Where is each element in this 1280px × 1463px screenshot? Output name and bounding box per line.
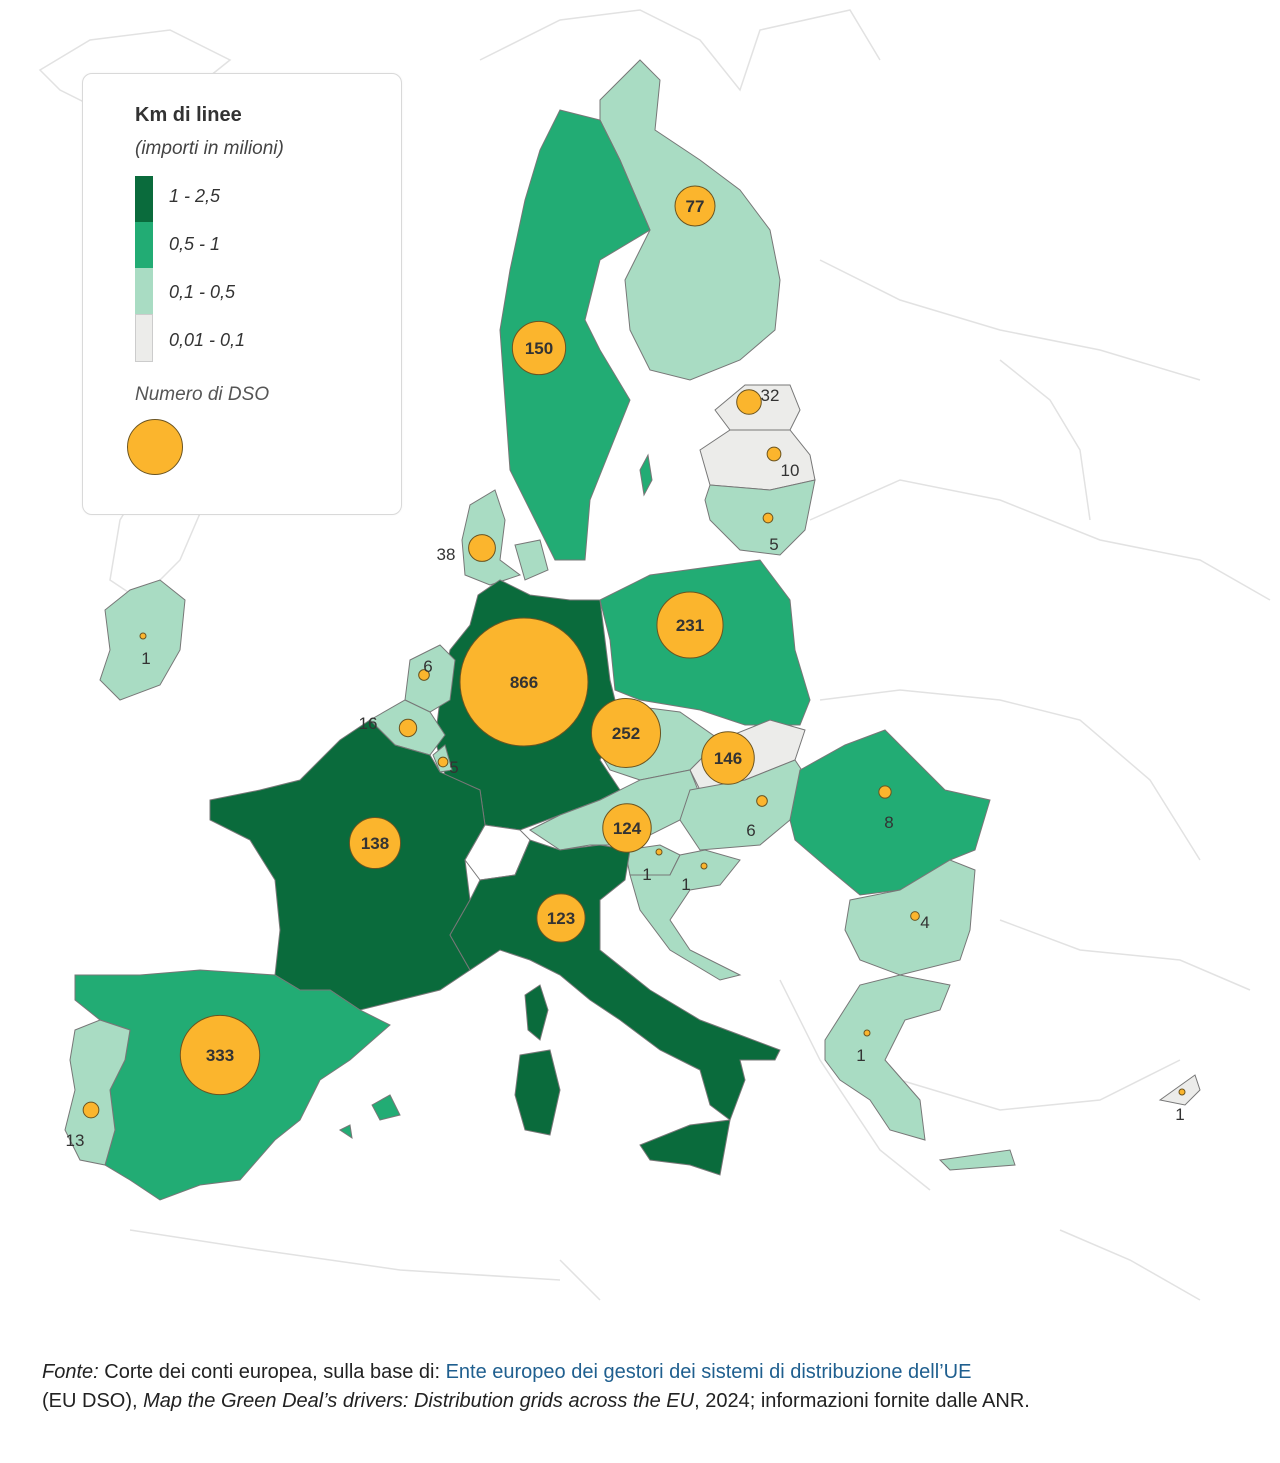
source-text-2: (EU DSO), [42,1390,144,1412]
dso-label-belgium: 16 [359,714,378,733]
dso-bubble-germany [459,617,589,747]
legend-label-1: 1 - 2,5 [169,186,221,206]
dso-label-lithuania: 5 [769,535,778,554]
dso-bubble-estonia [736,389,762,415]
dso-bubble-denmark [468,534,496,562]
legend-subtitle: (importi in milioni) [135,138,284,159]
dso-bubble-czechia [590,697,662,769]
legend-label-3: 0,1 - 0,5 [169,282,236,302]
dso-label-slovakia: 146 [714,749,742,768]
dso-bubble-austria [602,803,652,853]
dso-bubble-belgium [398,718,418,738]
legend-label-4: 0,01 - 0,1 [169,330,246,350]
country-sweden [499,109,651,561]
legend-dso-label: Numero di DSO [135,384,270,405]
dso-label-france: 138 [361,834,389,853]
legend-title: Km di linee [135,104,242,126]
dso-bubble-slovenia [655,848,663,856]
dso-bubble-finland [674,185,716,227]
dso-bubble-croatia [700,862,708,870]
island-gotland [639,453,653,497]
map-legend: Km di linee (importi in milioni) 1 - 2,5… [82,73,402,515]
island-balearic [371,1094,401,1121]
dso-bubble-netherlands [418,669,430,681]
dso-bubble-latvia [766,446,782,462]
dso-label-romania: 8 [884,813,893,832]
dso-bubble-poland [656,591,724,659]
dso-label-sweden: 150 [525,339,553,358]
source-title: Map the Green Deal’s drivers: Distributi… [143,1390,695,1412]
dso-bubble-ireland [139,632,147,640]
dso-bubble-greece [863,1029,871,1037]
island-crete [938,1149,1016,1171]
dso-label-spain: 333 [206,1046,234,1065]
dso-bubble-france [348,816,402,870]
dso-label-netherlands: 6 [423,657,432,676]
dso-label-luxembourg: 5 [449,758,458,777]
background-borders [38,9,1271,1301]
country-bulgaria [844,859,976,976]
dso-label-ireland: 1 [141,649,150,668]
legend-swatch-2 [135,222,153,268]
dso-bubble-lithuania [762,512,774,524]
dso-label-portugal: 13 [66,1131,85,1150]
country-latvia [699,429,816,491]
legend-bubble [127,419,183,475]
dso-label-poland: 231 [676,616,704,635]
dso-bubble-spain [179,1014,261,1096]
source-text-3: , 2024; informazioni fornite dalle ANR. [694,1390,1030,1412]
dso-label-slovenia: 1 [642,865,651,884]
country-ireland [99,579,186,701]
island-sicily [639,1119,731,1176]
source-link[interactable]: Ente europeo dei gestori dei sistemi di … [445,1361,972,1383]
dso-bubble-romania [878,785,892,799]
dso-label-austria: 124 [613,819,642,838]
country-shapes [64,59,1201,1201]
dso-label-cyprus: 1 [1175,1105,1184,1124]
legend-swatch-4 [135,314,153,362]
country-croatia [629,849,742,981]
island-zealand [514,539,549,581]
dso-label-estonia: 32 [761,386,780,405]
dso-bubble-bulgaria [910,911,920,921]
country-portugal [64,1019,131,1166]
island-sardinia [514,1049,561,1136]
dso-bubble-hungary [756,795,768,807]
dso-label-italy: 123 [547,909,575,928]
dso-bubble-sweden [511,320,567,376]
island-ibiza [339,1124,353,1140]
dso-bubble-italy [536,893,586,943]
dso-bubble-cyprus [1178,1088,1186,1096]
source-note: Fonte: Corte dei conti europea, sulla ba… [42,1358,1242,1416]
legend-swatch-3 [135,268,153,314]
dso-bubble-slovakia [701,731,755,785]
dso-label-croatia: 1 [681,875,690,894]
dso-bubble-luxembourg [437,756,449,768]
island-corsica [524,984,549,1041]
legend-swatch-1 [135,176,153,222]
dso-label-germany: 866 [510,673,538,692]
source-prefix: Fonte: [42,1361,99,1383]
dso-label-denmark: 38 [437,545,456,564]
dso-label-czechia: 252 [612,724,640,743]
country-greece [824,974,951,1141]
dso-label-finland: 77 [686,197,705,216]
source-text-1: Corte dei conti europea, sulla base di: [98,1361,446,1383]
legend-label-2: 0,5 - 1 [169,234,221,254]
country-netherlands [404,644,456,713]
country-lithuania [704,479,816,556]
dso-label-hungary: 6 [746,821,755,840]
dso-label-greece: 1 [856,1046,865,1065]
dso-label-bulgaria: 4 [920,913,929,932]
dso-bubble-portugal [82,1101,100,1119]
country-italy [449,839,781,1121]
dso-label-latvia: 10 [781,461,800,480]
